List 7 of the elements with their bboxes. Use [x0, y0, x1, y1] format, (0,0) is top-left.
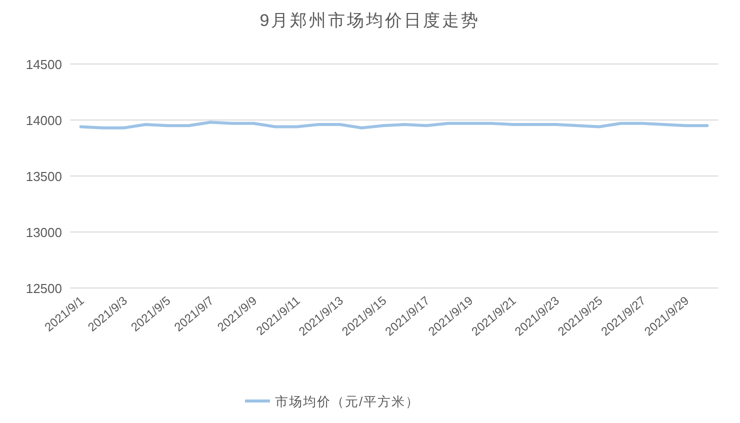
y-tick-label: 14000 — [26, 113, 62, 128]
y-tick-label: 14500 — [26, 57, 62, 72]
legend-label: 市场均价（元/平方米） — [275, 394, 420, 409]
y-tick-label: 13000 — [26, 225, 62, 240]
y-tick-label: 13500 — [26, 169, 62, 184]
y-tick-label: 12500 — [26, 281, 62, 296]
chart-title: 9月郑州市场均价日度走势 — [260, 11, 480, 30]
